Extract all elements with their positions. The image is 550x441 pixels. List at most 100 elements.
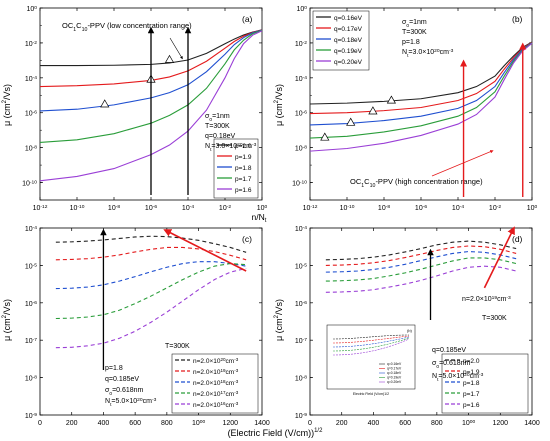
panel-a-y-tick-label: 10-6 bbox=[25, 109, 37, 118]
panel-a-y-tick-label: 10-2 bbox=[25, 39, 37, 48]
panel-c-y-tick-label: 10-6 bbox=[25, 299, 37, 308]
panel-c-param-text: q=0.185eV bbox=[105, 376, 139, 383]
panel-d-series-line bbox=[325, 245, 517, 266]
inset-series-line bbox=[332, 336, 410, 348]
panel-b-legend-entry: q=0.16eV bbox=[334, 15, 363, 22]
panel-b-param-text: Nt=3.0×1020cm-3 bbox=[402, 48, 454, 59]
panel-b-x-tick-label: 10-4 bbox=[452, 204, 464, 213]
panel-d-y-tick-label: 10-9 bbox=[295, 412, 307, 421]
panel-b-series-marker bbox=[368, 106, 378, 115]
panel-c-x-tick-label: 600 bbox=[129, 420, 141, 427]
panel-a-param-text: q=0.18eV bbox=[205, 133, 235, 140]
panel-c-legend-entry: n=2.0×1020cm-3 bbox=[193, 357, 239, 366]
panel-b-series-line bbox=[309, 42, 533, 139]
panel-c-param-text: σ0=0.618nm bbox=[105, 387, 144, 397]
panel-b-x-tick-label: 100 bbox=[527, 204, 538, 213]
lines-layer bbox=[39, 29, 533, 349]
panel-d-x-tick-label: 1000 bbox=[462, 419, 476, 428]
panel-a-y-tick-label: 10-10 bbox=[22, 179, 37, 188]
y-axis-label-d: μ (cm2/Vs) bbox=[274, 299, 284, 341]
panel-a-series-marker bbox=[100, 99, 110, 108]
panel-c-legend-entry: n=2.0×1016cm-3 bbox=[193, 401, 239, 410]
panel-a-x-tick-label: 10-12 bbox=[33, 204, 48, 213]
panel-a-label: (a) bbox=[242, 14, 253, 24]
panel-a-annotation: OC1C10-PPV (low concentration range) bbox=[62, 21, 192, 33]
panel-c-arrow bbox=[163, 229, 247, 272]
panel-c-x-tick-label: 1200 bbox=[222, 420, 238, 427]
panel-d-legend-entry: p=1.8 bbox=[463, 380, 480, 387]
panel-a-series-line bbox=[39, 29, 263, 88]
inset-series-line bbox=[332, 338, 410, 356]
inset-series-line bbox=[332, 334, 410, 340]
panel-c-param-text: T=300K bbox=[165, 343, 190, 350]
panel-c-series-line bbox=[55, 246, 247, 261]
panel-b-y-tick-label: 10-8 bbox=[295, 144, 307, 153]
panel-d-param-text: q=0.185eV bbox=[432, 347, 466, 354]
inset-legend-entry: q=0.19eV bbox=[387, 376, 402, 380]
panel-b-y-tick-label: 10-4 bbox=[295, 74, 307, 83]
panel-d-param-text: σ0=0.618nm bbox=[432, 360, 471, 370]
panel-c-x-tick-label: 400 bbox=[98, 420, 110, 427]
panel-d-frame bbox=[309, 227, 533, 416]
panel-c-x-tick-label: 200 bbox=[66, 420, 78, 427]
panel-a-x-tick-label: 10-8 bbox=[108, 204, 120, 213]
y-axis-label-c: μ (cm2/Vs) bbox=[2, 299, 12, 341]
panel-b-param-text: σ0=1nm bbox=[402, 19, 427, 29]
panel-b-x-tick-label: 10-12 bbox=[303, 204, 318, 213]
x-axis-label-top: n/Nt bbox=[252, 212, 267, 224]
panel-d-legend-entry: p=2.0 bbox=[463, 358, 480, 365]
panel-a-x-tick-label: 10-4 bbox=[182, 204, 194, 213]
panel-b-legend-box bbox=[312, 10, 370, 71]
panel-c-legend-entry: n=2.0×1017cm-3 bbox=[193, 390, 239, 399]
panel-a-x-tick-label: 100 bbox=[257, 204, 268, 213]
inset-x-label: Electric Field (V/cm)1/2 bbox=[353, 392, 389, 396]
inset-legend-entry: q=0.18eV bbox=[387, 371, 402, 375]
panel-d-arrow bbox=[483, 226, 515, 289]
panel-a-pointer bbox=[169, 37, 183, 60]
panel-b-series-line bbox=[309, 41, 533, 105]
panel-b-legend-entry: q=0.19eV bbox=[334, 48, 363, 55]
panel-d-x-tick-label: 600 bbox=[399, 420, 411, 427]
panel-d-x-tick-label: 200 bbox=[336, 420, 348, 427]
panel-d-param-text: T=300K bbox=[482, 315, 507, 322]
panel-d-y-tick-label: 10-7 bbox=[295, 337, 307, 346]
panel-b-series-marker bbox=[346, 117, 356, 126]
panel-a-series-line bbox=[40, 29, 263, 67]
inset-legend-entry: q=0.20eV bbox=[387, 380, 402, 384]
panel-d-x-tick-label: 400 bbox=[368, 420, 380, 427]
panel-a-y-tick-label: 100 bbox=[26, 5, 37, 14]
panel-d-x-tick-label: 1200 bbox=[492, 420, 508, 427]
axes-layer: 10-12 10-10 10-8 10-6 10-4 10-2 100 10-10 10-8 10… bbox=[22, 5, 540, 428]
panel-a-legend-entry: p=1.7 bbox=[235, 176, 252, 183]
panel-b-x-tick-label: 10-8 bbox=[378, 204, 390, 213]
panel-d-series-line bbox=[325, 265, 517, 293]
panel-c-x-tick-label: 1000 bbox=[192, 419, 206, 428]
inset-series-line bbox=[332, 335, 410, 344]
panel-b-legend-entry: q=0.20eV bbox=[334, 59, 363, 66]
inset-legend-entry: q=0.17eV bbox=[387, 367, 402, 371]
panel-a-x-tick-label: 10-6 bbox=[145, 204, 157, 213]
panel-c-y-tick-label: 10-9 bbox=[25, 412, 37, 421]
panel-b-annotation: OC1C10-PPV (high concentration range) bbox=[350, 177, 483, 189]
panel-b-param-text: p=1.8 bbox=[402, 39, 420, 46]
panel-d-y-tick-label: 10-5 bbox=[295, 262, 307, 271]
panel-d-y-tick-label: 10-6 bbox=[295, 299, 307, 308]
panel-d-legend-entry: p=1.9 bbox=[463, 369, 480, 376]
y-axis-label-b: μ (cm2/Vs) bbox=[274, 84, 284, 126]
panel-a-legend-entry: p=1.8 bbox=[235, 165, 252, 172]
panel-c-series-line bbox=[55, 262, 247, 320]
x-axis-label-bottom: (Electric Field (V/cm))1/2 bbox=[228, 428, 324, 438]
panel-c-y-tick-label: 10-4 bbox=[25, 225, 37, 234]
panel-b-y-tick-label: 100 bbox=[296, 5, 307, 14]
panel-c-legend-box bbox=[171, 353, 259, 414]
panel-b-series-line bbox=[309, 42, 533, 152]
panel-b-pointer bbox=[431, 150, 494, 177]
panel-b-series-marker bbox=[386, 95, 397, 104]
panel-a-series-marker bbox=[164, 54, 175, 63]
panel-d-param-text: n=2.0×1019cm-3 bbox=[462, 295, 511, 304]
panel-d-x-tick-label: 800 bbox=[431, 420, 443, 427]
panel-c-x-tick-label: 1400 bbox=[254, 420, 270, 427]
panel-a-legend-entry: p=1.9 bbox=[235, 154, 252, 161]
panel-c-frame bbox=[39, 227, 263, 416]
panel-b-param-text: T=300K bbox=[402, 29, 427, 36]
